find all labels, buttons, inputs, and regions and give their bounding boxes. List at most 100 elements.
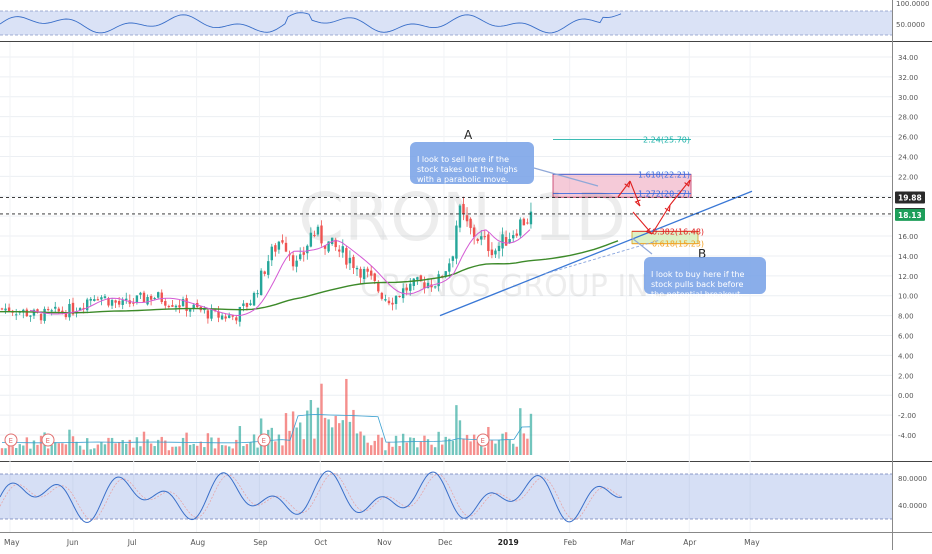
volume-bar: [93, 448, 96, 455]
long-moving-average: [0, 240, 619, 314]
volume-bar: [455, 405, 458, 455]
candle-body: [29, 315, 32, 317]
candle-body: [291, 255, 295, 267]
volume-bar: [46, 448, 50, 455]
candle-body: [437, 274, 440, 287]
volume-bar: [430, 444, 433, 455]
time-tick-label: Dec: [438, 538, 453, 547]
volume-bar: [142, 431, 146, 455]
annotation-sell-text: I look to sell here if the stock takes o…: [417, 155, 518, 184]
candle-body: [174, 305, 178, 308]
rsi-band: [0, 11, 892, 35]
price-badge: [895, 208, 925, 221]
candle-body: [313, 235, 316, 237]
drawings: AB: [0, 128, 892, 317]
earnings-marker: [257, 433, 271, 447]
candle-body: [231, 315, 234, 317]
candle-body: [458, 205, 462, 228]
candle-body: [142, 292, 146, 303]
volume-bar: [185, 432, 188, 455]
volume-bar: [7, 443, 11, 455]
candle-body: [171, 305, 174, 307]
volume-bar: [117, 442, 121, 455]
candle-body: [394, 295, 398, 304]
rsi-tick-label: 50.0000: [896, 21, 925, 29]
volume-bar: [238, 426, 242, 455]
candle-body: [125, 298, 128, 301]
candle-body: [494, 250, 497, 255]
volume-bar: [291, 411, 295, 455]
candle-body: [132, 302, 135, 304]
time-tick-label: Feb: [564, 538, 578, 547]
volume-bar: [412, 437, 415, 455]
candle-body: [259, 270, 263, 296]
candle-body: [412, 278, 415, 286]
candle-body: [377, 282, 380, 292]
volume-bar: [288, 430, 291, 455]
volume-bar: [380, 437, 384, 455]
time-tick-label: May: [4, 538, 20, 547]
projection-arrow-head: [645, 227, 653, 235]
volume-bar: [480, 443, 483, 455]
candle-body: [384, 299, 387, 301]
volume-bar: [377, 434, 380, 455]
candle-body: [71, 302, 75, 315]
volume-bar: [89, 449, 92, 455]
candle-body: [238, 306, 242, 322]
candles: [0, 196, 533, 327]
candle-body: [114, 300, 117, 303]
price-badge-label: 18.13: [898, 211, 922, 220]
volume-bar: [327, 419, 330, 455]
volume-bar: [50, 445, 53, 455]
volume-bar: [174, 446, 178, 455]
volume-bar: [245, 444, 249, 455]
annotation-buy: I look to buy here if the stock pulls ba…: [644, 257, 766, 299]
candle-body: [263, 271, 266, 274]
volume-bar: [4, 448, 7, 455]
candle-body: [178, 305, 181, 308]
candle-body: [256, 293, 259, 295]
candle-body: [526, 222, 529, 224]
volume-bar: [469, 441, 472, 455]
volume-bar: [302, 439, 305, 455]
candle-body: [359, 268, 362, 278]
volume-bar: [437, 431, 440, 455]
volume-bar: [71, 436, 75, 455]
volume-bar: [483, 447, 486, 455]
rsi-line: [0, 12, 622, 34]
candle-body: [476, 239, 479, 241]
volume-bar: [306, 410, 309, 455]
candle-body: [274, 245, 277, 252]
wave-label-a: A: [464, 128, 473, 142]
price-tick-label: 12.00: [898, 273, 918, 281]
candle-body: [36, 309, 39, 313]
volume-bar: [224, 445, 227, 455]
volume-bar: [18, 444, 21, 455]
watermark-symbol: CRON, 1D: [298, 179, 626, 256]
projection-arrow-head: [624, 180, 631, 188]
volume-bar: [82, 449, 85, 455]
candle-body: [387, 300, 391, 304]
time-tick-label: Aug: [191, 538, 206, 547]
candle-body: [419, 275, 423, 281]
volume-bar: [132, 447, 135, 455]
volume-bar: [345, 378, 348, 455]
volume-bar: [348, 421, 352, 455]
volume-bar: [529, 413, 533, 455]
candle-body: [270, 246, 273, 261]
time-tick-label: Apr: [683, 538, 697, 547]
volume-bar: [217, 437, 220, 455]
candle-body: [416, 277, 419, 280]
volume-bar: [448, 438, 451, 455]
candle-body: [181, 299, 185, 307]
price-tick-label: 6.00: [898, 333, 914, 341]
candle-body: [469, 218, 472, 228]
candle-body: [228, 315, 231, 318]
earnings-marker: [4, 433, 18, 447]
volume-bar: [210, 437, 213, 455]
candle-body: [373, 273, 376, 281]
annotation-buy-text: I look to buy here if the stock pulls ba…: [651, 270, 745, 299]
volume-bar: [64, 444, 68, 455]
